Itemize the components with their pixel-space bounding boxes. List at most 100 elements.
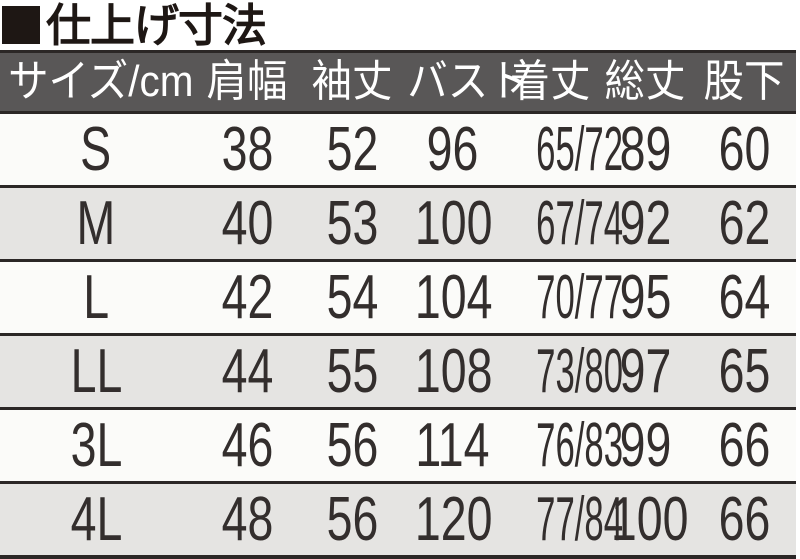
measurement-cell: 53 (302, 187, 402, 261)
measurement-cell: 56 (302, 483, 402, 558)
measurement-cell: 100 (402, 187, 502, 261)
measurement-value: 100 (610, 485, 689, 554)
measurement-value: 52 (326, 115, 378, 184)
measurement-value: 56 (326, 411, 378, 480)
measurement-value: 76/83 (536, 411, 624, 480)
measurement-value: 48 (221, 485, 273, 554)
measurement-cell: 77/84 (502, 483, 623, 558)
size-label: 4L (70, 485, 122, 554)
header-sleeve-length-label: 袖丈 (311, 57, 393, 106)
measurement-cell: 120 (402, 483, 502, 558)
measurement-value: 65 (718, 337, 770, 406)
measurement-value: 66 (718, 411, 770, 480)
measurement-value: 97 (619, 337, 671, 406)
size-row-ll: LL 44 55 108 73/80 97 65 (0, 334, 796, 409)
measurement-cell: 76/83 (502, 409, 623, 483)
header-total-length-label: 総丈 (604, 57, 686, 106)
measurement-cell: 65/72 (502, 113, 623, 187)
size-label: M (76, 189, 116, 258)
size-label-cell: LL (0, 335, 192, 409)
measurement-value: 54 (326, 263, 378, 332)
size-label-cell: 4L (0, 483, 192, 558)
size-row-l: L 42 54 104 70/77 95 64 (0, 260, 796, 335)
measurement-value: 108 (414, 337, 493, 406)
measurement-cell: 73/80 (502, 335, 623, 409)
measurement-cell: 70/77 (502, 261, 623, 335)
measurement-cell: 99 (598, 409, 692, 483)
header-sleeve-length: 袖丈 (302, 52, 402, 113)
measurement-value: 46 (221, 411, 273, 480)
header-row: サイズ/cm 肩幅 袖丈 バスト 着丈 総丈 股下 (0, 51, 796, 113)
measurement-cell: 96 (402, 113, 502, 187)
measurement-cell: 62 (692, 187, 796, 261)
measurement-cell: 64 (692, 261, 796, 335)
header-shoulder-width: 肩幅 (192, 52, 302, 113)
measurement-cell: 66 (692, 483, 796, 558)
page-title: 仕上げ寸法 (46, 0, 267, 51)
measurement-cell: 60 (692, 113, 796, 187)
measurement-value: 73/80 (536, 337, 624, 406)
header-body-length: 着丈 (502, 52, 598, 113)
measurement-cell: 56 (302, 409, 402, 483)
measurement-cell: 38 (192, 113, 302, 187)
measurement-value: 114 (414, 411, 490, 480)
measurement-value: 89 (619, 115, 671, 184)
measurement-cell: 95 (598, 261, 692, 335)
measurement-value: 92 (619, 189, 671, 258)
size-label: LL (70, 337, 122, 406)
header-shoulder-width-label: 肩幅 (206, 57, 288, 106)
measurement-cell: 65 (692, 335, 796, 409)
measurement-cell: 89 (598, 113, 692, 187)
size-chart-table: サイズ/cm 肩幅 袖丈 バスト 着丈 総丈 股下 S 38 52 96 65/… (0, 50, 796, 559)
measurement-value: 64 (718, 263, 770, 332)
measurement-value: 62 (718, 189, 770, 258)
measurement-value: 120 (414, 485, 493, 554)
measurement-value: 40 (221, 189, 273, 258)
size-row-3l: 3L 46 56 114 76/83 99 66 (0, 408, 796, 483)
size-row-m: M 40 53 100 67/74 92 62 (0, 186, 796, 261)
header-size-cm: サイズ/cm (0, 52, 194, 113)
size-label-cell: L (0, 261, 192, 335)
measurement-value: 55 (326, 337, 378, 406)
measurement-cell: 44 (192, 335, 302, 409)
measurement-value: 38 (221, 115, 273, 184)
header-bust: バスト (402, 52, 528, 113)
measurement-value: 56 (326, 485, 378, 554)
measurement-cell: 55 (302, 335, 402, 409)
size-row-4l: 4L 48 56 120 77/84 100 66 (0, 482, 796, 558)
header-size-cm-label: サイズ/cm (8, 57, 194, 106)
measurement-value: 53 (326, 189, 378, 258)
black-square-icon (2, 6, 40, 44)
measurement-cell: 66 (692, 409, 796, 483)
measurement-cell: 97 (598, 335, 692, 409)
header-body-length-label: 着丈 (509, 57, 591, 106)
measurement-cell: 104 (402, 261, 502, 335)
measurement-cell: 42 (192, 261, 302, 335)
measurement-cell: 100 (598, 483, 692, 558)
measurement-value: 99 (619, 411, 671, 480)
measurement-cell: 54 (302, 261, 402, 335)
measurement-cell: 92 (598, 187, 692, 261)
header-bust-label: バスト (407, 57, 529, 106)
measurement-value: 60 (718, 115, 770, 184)
measurement-cell: 40 (192, 187, 302, 261)
measurement-value: 70/77 (536, 263, 624, 332)
header-inseam-label: 股下 (703, 57, 785, 106)
measurement-value: 66 (718, 485, 770, 554)
measurement-value: 65/72 (536, 115, 624, 184)
header-inseam: 股下 (692, 52, 796, 113)
measurement-cell: 48 (192, 483, 302, 558)
size-label: 3L (70, 411, 122, 480)
size-label: L (83, 263, 109, 332)
measurement-cell: 46 (192, 409, 302, 483)
size-label-cell: S (0, 113, 192, 187)
measurement-value: 95 (619, 263, 671, 332)
measurement-cell: 67/74 (502, 187, 623, 261)
section-title: 仕上げ寸法 (0, 0, 800, 50)
measurement-value: 96 (426, 115, 478, 184)
size-row-s: S 38 52 96 65/72 89 60 (0, 112, 796, 187)
measurement-cell: 108 (402, 335, 502, 409)
measurement-cell: 52 (302, 113, 402, 187)
measurement-value: 104 (414, 263, 493, 332)
size-label-cell: M (0, 187, 192, 261)
